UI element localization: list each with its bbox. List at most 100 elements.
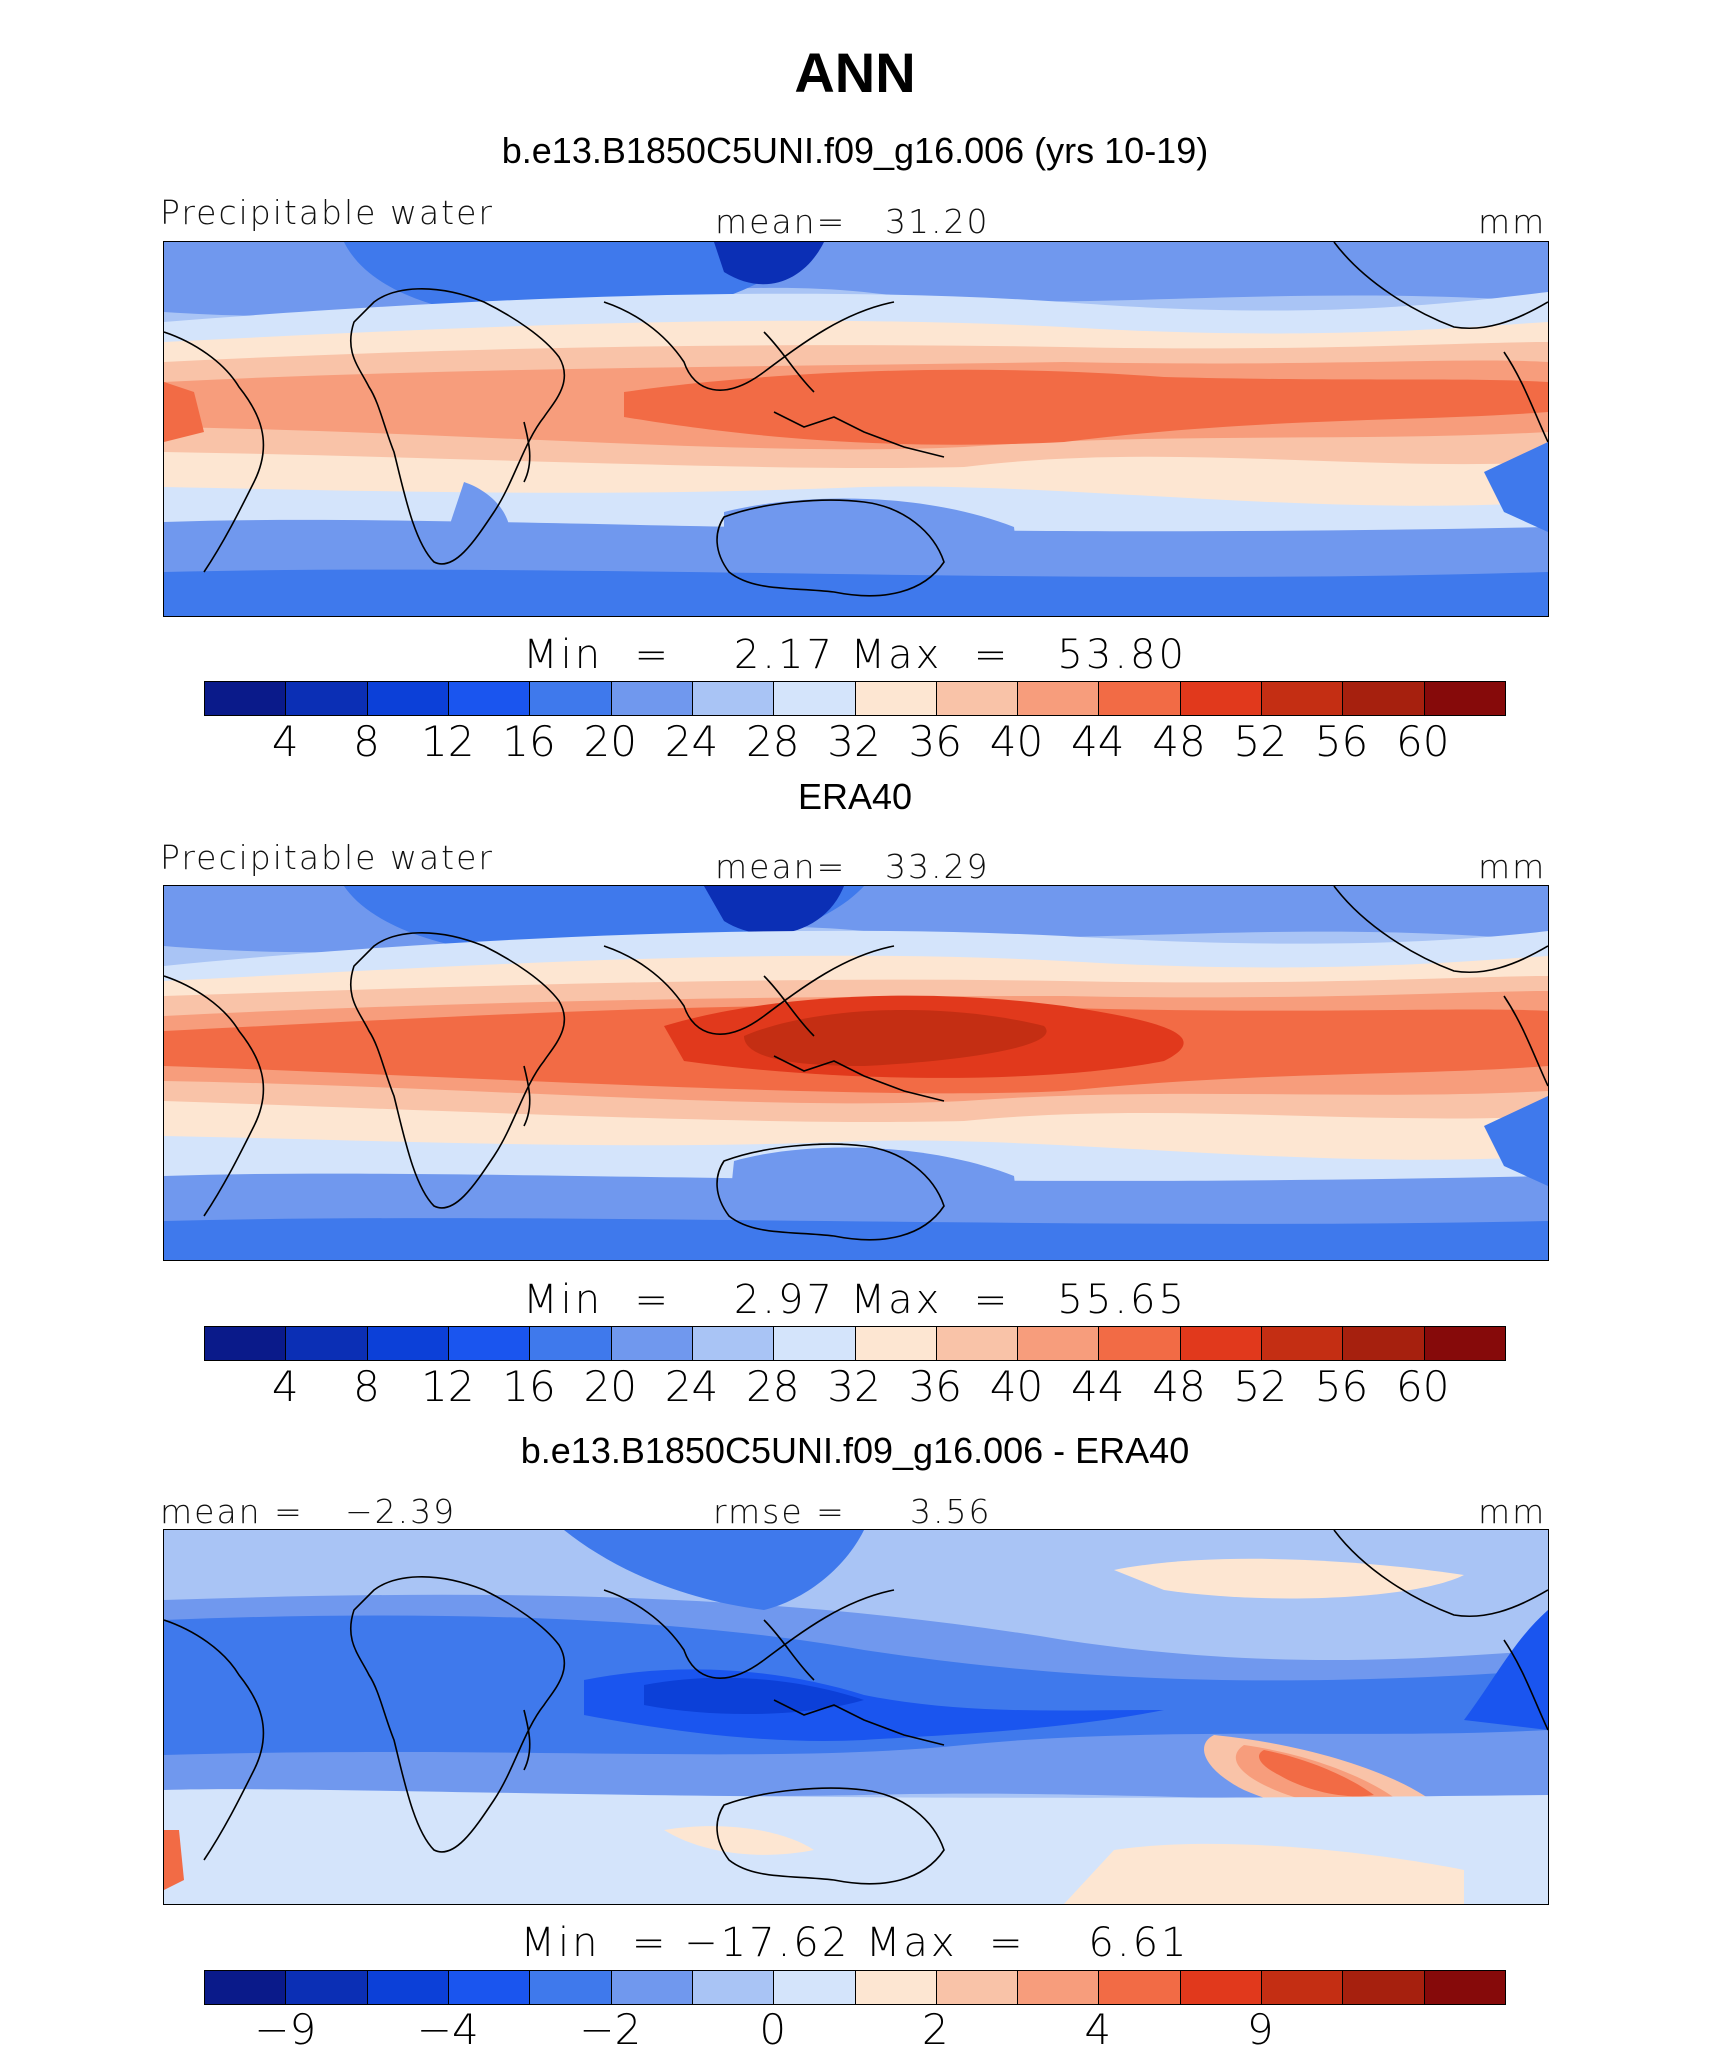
colorbar-tick-label: 28 bbox=[746, 1362, 800, 1411]
panel-1-min-value: 2.17 bbox=[733, 632, 835, 678]
colorbar-cell bbox=[692, 1971, 775, 2004]
colorbar-cell bbox=[611, 682, 693, 715]
panel-3-mean-label: mean = bbox=[160, 1492, 304, 1531]
panel-2-min-value: 2.97 bbox=[733, 1277, 835, 1323]
colorbar-tick-label: 36 bbox=[908, 1362, 962, 1411]
panel-1-colorbar-labels: 4 8 12 16 20 24 28 32 36 40 44 48 52 56 60 bbox=[204, 717, 1504, 766]
panel-1-map bbox=[163, 241, 1549, 617]
panel-2-map bbox=[163, 885, 1549, 1261]
panel-1-variable-label: Precipitable water bbox=[160, 193, 494, 232]
colorbar-cell bbox=[1018, 1971, 1100, 2004]
panel-3-minmax: Min = −17.62 Max = 6.61 bbox=[0, 1920, 1710, 1966]
colorbar-cell bbox=[774, 682, 856, 715]
colorbar-cell bbox=[1018, 1327, 1100, 1360]
panel-2-colorbar bbox=[204, 1326, 1506, 1361]
colorbar-cell bbox=[367, 1327, 449, 1360]
colorbar-cell bbox=[448, 1971, 531, 2004]
colorbar-cell bbox=[205, 1971, 287, 2004]
colorbar-cell bbox=[936, 682, 1019, 715]
colorbar-tick-label: 36 bbox=[908, 717, 962, 766]
panel-3-min-label: Min = bbox=[520, 1920, 669, 1966]
colorbar-tick-label: 16 bbox=[502, 717, 556, 766]
panel-3-title: b.e13.B1850C5UNI.f09_g16.006 - ERA40 bbox=[520, 1430, 1190, 1471]
colorbar-tick-label: 32 bbox=[827, 717, 881, 766]
colorbar-cell bbox=[1343, 682, 1425, 715]
colorbar-tick-label: 24 bbox=[664, 717, 719, 766]
colorbar-cell bbox=[1180, 1971, 1263, 2004]
colorbar-cell bbox=[286, 1327, 368, 1360]
colorbar-cell bbox=[1424, 1327, 1505, 1360]
colorbar-cell bbox=[774, 1327, 856, 1360]
colorbar-cell bbox=[692, 1327, 775, 1360]
colorbar-cell bbox=[855, 1327, 937, 1360]
colorbar-cell bbox=[1099, 682, 1181, 715]
colorbar-cell bbox=[1180, 1327, 1263, 1360]
colorbar-tick-label: 56 bbox=[1314, 717, 1369, 766]
colorbar-cell bbox=[530, 682, 612, 715]
colorbar-tick-label: 16 bbox=[502, 1362, 556, 1411]
colorbar-cell bbox=[611, 1327, 693, 1360]
colorbar-cell bbox=[1424, 682, 1505, 715]
colorbar-cell bbox=[1262, 1971, 1344, 2004]
panel-3-units: mm bbox=[1478, 1492, 1547, 1531]
colorbar-cell bbox=[1262, 682, 1344, 715]
colorbar-cell bbox=[1099, 1327, 1181, 1360]
colorbar-cell bbox=[1262, 1327, 1344, 1360]
panel-3-max-value: 6.61 bbox=[1088, 1920, 1190, 1966]
colorbar-cell bbox=[1343, 1971, 1425, 2004]
figure-title: ANN bbox=[794, 41, 916, 104]
panel-1-max-label: Max = bbox=[850, 632, 1011, 678]
panel-2-mean-value: 33.29 bbox=[885, 847, 990, 886]
panel-3-min-value: −17.62 bbox=[684, 1920, 851, 1966]
colorbar-cell bbox=[205, 682, 287, 715]
panel-3-mean-value: −2.39 bbox=[345, 1492, 457, 1531]
colorbar-tick-label: −2 bbox=[579, 2005, 642, 2054]
colorbar-cell bbox=[448, 1327, 531, 1360]
colorbar-cell bbox=[936, 1971, 1019, 2004]
colorbar-tick-label: −9 bbox=[254, 2005, 317, 2054]
colorbar-tick-label: 44 bbox=[1071, 717, 1125, 766]
colorbar-tick-label: 40 bbox=[989, 717, 1044, 766]
colorbar-tick-label: 4 bbox=[271, 717, 299, 766]
colorbar-cell bbox=[530, 1971, 612, 2004]
colorbar-cell bbox=[855, 682, 937, 715]
colorbar-tick-label: 4 bbox=[1084, 2005, 1112, 2054]
colorbar-cell bbox=[1099, 1971, 1181, 2004]
colorbar-tick-label: −4 bbox=[416, 2005, 479, 2054]
colorbar-cell bbox=[1180, 682, 1263, 715]
colorbar-cell bbox=[367, 1971, 449, 2004]
panel-2-max-value: 55.65 bbox=[1057, 1277, 1187, 1323]
colorbar-cell bbox=[855, 1971, 937, 2004]
panel-2-variable-label: Precipitable water bbox=[160, 838, 494, 877]
panel-3-map bbox=[163, 1529, 1549, 1905]
colorbar-cell bbox=[1018, 682, 1100, 715]
colorbar-cell bbox=[692, 682, 775, 715]
colorbar-cell bbox=[1424, 1971, 1505, 2004]
colorbar-cell bbox=[286, 1971, 368, 2004]
colorbar-tick-label: 2 bbox=[921, 2005, 949, 2054]
colorbar-tick-label: 60 bbox=[1396, 717, 1450, 766]
panel-1-mean-value: 31.20 bbox=[885, 202, 990, 241]
colorbar-tick-label: 32 bbox=[827, 1362, 881, 1411]
panel-2-min-label: Min = bbox=[523, 1277, 671, 1323]
colorbar-tick-label: 12 bbox=[421, 1362, 475, 1411]
panel-1-mean-label: mean= bbox=[715, 202, 847, 241]
colorbar-cell bbox=[286, 682, 368, 715]
panel-2-units: mm bbox=[1478, 847, 1547, 886]
colorbar-cell bbox=[774, 1971, 856, 2004]
panel-3-colorbar bbox=[204, 1970, 1506, 2005]
colorbar-tick-label: 4 bbox=[271, 1362, 299, 1411]
panel-2-minmax: Min = 2.97 Max = 55.65 bbox=[0, 1277, 1710, 1323]
colorbar-tick-label: 60 bbox=[1396, 1362, 1450, 1411]
colorbar-tick-label: 48 bbox=[1152, 1362, 1206, 1411]
colorbar-cell bbox=[448, 682, 531, 715]
colorbar-cell bbox=[205, 1327, 287, 1360]
panel-1-min-label: Min = bbox=[523, 632, 671, 678]
panel-1-units: mm bbox=[1478, 202, 1547, 241]
colorbar-tick-label: 20 bbox=[583, 717, 637, 766]
panel-2-mean-label: mean= bbox=[715, 847, 847, 886]
panel-3-max-label: Max = bbox=[865, 1920, 1026, 1966]
colorbar-cell bbox=[530, 1327, 612, 1360]
panel-3-colorbar-labels: −9 −4 −2 0 2 4 9 bbox=[204, 2005, 1504, 2054]
panel-1-max-value: 53.80 bbox=[1057, 632, 1187, 678]
